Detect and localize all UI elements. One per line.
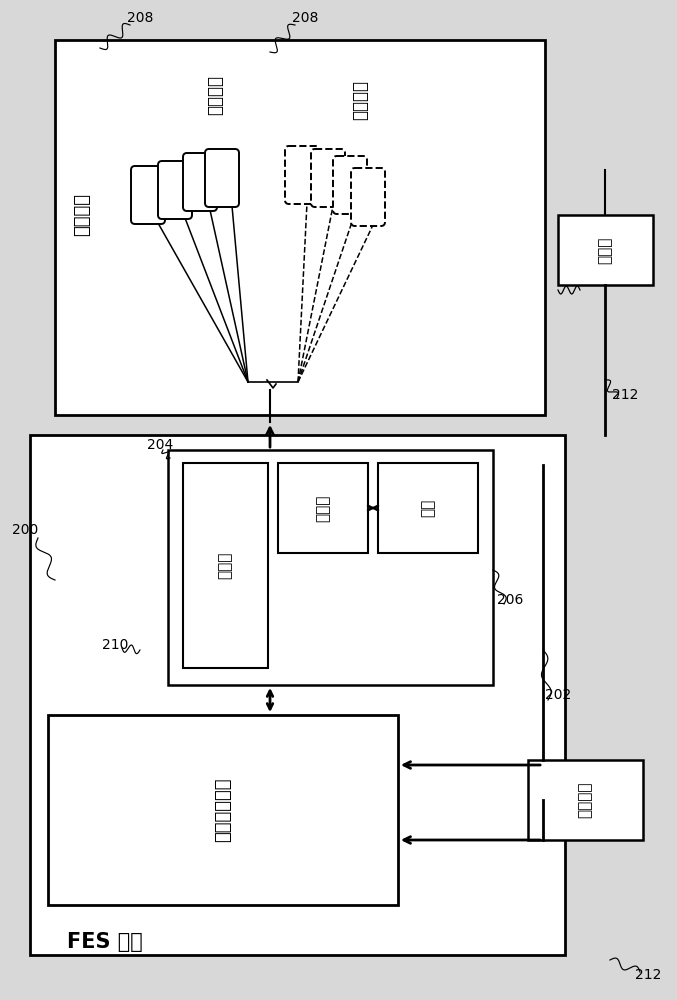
Text: 208: 208: [292, 11, 318, 25]
Text: 206: 206: [497, 593, 523, 607]
Bar: [183, 463, 268, 668]
FancyBboxPatch shape: [205, 149, 239, 207]
Text: FES 系统: FES 系统: [67, 932, 143, 952]
Text: 输出级: 输出级: [217, 551, 232, 579]
Text: 204: 204: [147, 438, 173, 452]
Text: 从业人员: 从业人员: [577, 782, 592, 818]
Bar: [168, 450, 493, 685]
Text: 202: 202: [545, 688, 571, 702]
FancyBboxPatch shape: [351, 168, 385, 226]
Text: 控制: 控制: [420, 499, 435, 517]
Text: 中央逻辑电路: 中央逻辑电路: [214, 778, 232, 842]
Text: 经皮电极: 经皮电极: [351, 80, 369, 120]
Bar: [278, 463, 368, 553]
FancyBboxPatch shape: [131, 166, 165, 224]
Bar: [378, 463, 478, 553]
Text: 212: 212: [612, 388, 638, 402]
Bar: [48, 715, 398, 905]
Text: 210: 210: [102, 638, 128, 652]
Bar: [528, 760, 643, 840]
Text: 208: 208: [127, 11, 153, 25]
FancyBboxPatch shape: [285, 146, 319, 204]
Text: 传感器: 传感器: [598, 236, 613, 264]
Text: 212: 212: [635, 968, 661, 982]
Text: 患者皮肤: 患者皮肤: [73, 194, 91, 236]
Bar: [30, 435, 565, 955]
FancyBboxPatch shape: [311, 149, 345, 207]
Text: 200: 200: [12, 523, 38, 537]
Bar: [558, 215, 653, 285]
Bar: [55, 40, 545, 415]
FancyBboxPatch shape: [183, 153, 217, 211]
FancyBboxPatch shape: [333, 156, 367, 214]
Text: 表面电极: 表面电极: [206, 75, 224, 115]
Text: 功率级: 功率级: [315, 494, 330, 522]
FancyBboxPatch shape: [158, 161, 192, 219]
